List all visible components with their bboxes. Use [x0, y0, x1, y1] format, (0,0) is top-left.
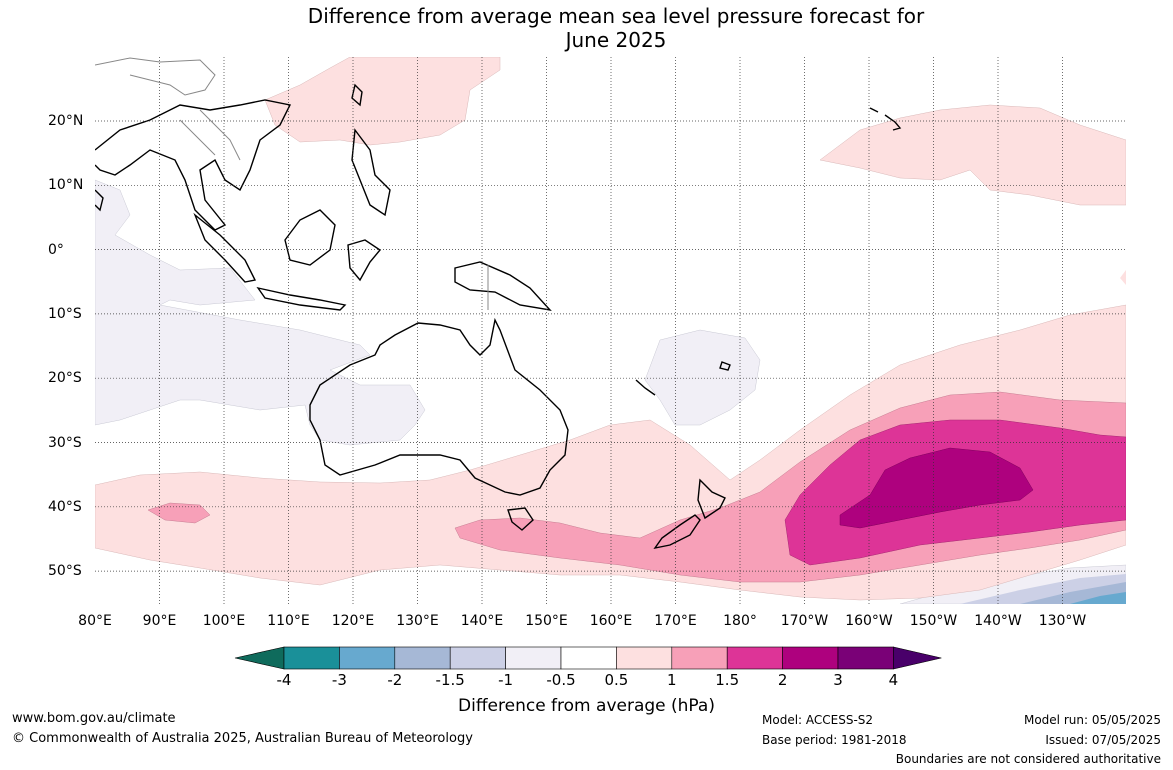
colorbar-tick-label: 2 — [777, 671, 788, 689]
colorbar-tick-label: 0.5 — [604, 671, 629, 689]
longitude-label: 140°E — [460, 613, 504, 629]
anomaly-region-west-indian-negative — [95, 179, 426, 446]
footer-model-run: Model run: 05/05/2025 — [1023, 713, 1161, 727]
colorbar-tick-label: -1 — [498, 671, 514, 689]
colorbar-segment — [782, 646, 839, 670]
longitude-label: 150°W — [909, 613, 958, 629]
new-zealand-north-coast — [697, 478, 726, 520]
latitude-label: 10°N — [48, 177, 84, 194]
anomaly-region-fiji-negative — [644, 329, 761, 426]
map-plot-area — [95, 57, 1126, 604]
longitude-label: 180° — [723, 613, 757, 629]
colorbar-segment — [726, 646, 783, 670]
southeast-asia-coast — [95, 99, 292, 231]
latitude-label: 50°S — [48, 563, 82, 580]
colorbar-tick-label: -2 — [387, 671, 403, 689]
hawaii-coast — [869, 107, 902, 131]
new-caledonia-coast — [635, 379, 656, 396]
country-borders — [95, 57, 489, 310]
new-zealand-south-coast — [653, 514, 701, 550]
longitude-label: 130°W — [1038, 613, 1087, 629]
map-title: Difference from average mean sea level p… — [0, 4, 1173, 52]
sulawesi-coast — [347, 239, 382, 282]
colorbar-tick-label: 4 — [888, 671, 899, 689]
tasmania-coast — [507, 507, 534, 531]
fiji-coast — [719, 361, 731, 371]
longitude-label: 160°W — [845, 613, 893, 629]
latitude-label: 40°S — [48, 498, 82, 515]
latitude-label: 10°S — [48, 305, 82, 322]
australia-coast — [309, 317, 569, 496]
anomaly-region-south-china-sea-positive — [264, 57, 501, 146]
colorbar-title: Difference from average (hPa) — [458, 696, 715, 716]
latitude-label: 0° — [48, 241, 64, 258]
anomaly-region-pacific-core-positive — [839, 447, 1034, 529]
colorbar-segment — [837, 646, 894, 670]
colorbar-segment — [505, 646, 562, 670]
title-line-1: Difference from average mean sea level p… — [307, 4, 925, 28]
longitude-label: 170°W — [780, 613, 829, 629]
java-coast — [256, 286, 347, 311]
longitude-label: 160°E — [589, 613, 633, 629]
colorbar-tick-label: 1 — [667, 671, 677, 689]
colorbar-extend-low — [234, 646, 285, 670]
new-guinea-coast — [454, 261, 552, 312]
longitude-label: 170°E — [654, 613, 697, 629]
colorbar-tick-label: -3 — [331, 671, 347, 689]
footer-base-period: Base period: 1981-2018 — [762, 733, 907, 747]
borneo-coast — [284, 209, 336, 266]
anomaly-region-east-edge-positive — [1120, 270, 1126, 285]
anomaly-region-southeast-negative-4 — [1070, 592, 1126, 604]
title-line-2: June 2025 — [565, 28, 667, 52]
colorbar-extend-high — [893, 646, 942, 670]
colorbar-tick-label: -4 — [276, 671, 292, 689]
footer-url: www.bom.gov.au/climate — [12, 711, 176, 726]
sri-lanka-coast — [95, 189, 104, 212]
footer-issued: Issued: 07/05/2025 — [1045, 733, 1161, 747]
colorbar-segment — [394, 646, 451, 670]
philippines-coast — [351, 128, 391, 217]
footer-disclaimer: Boundaries are not considered authoritat… — [895, 752, 1161, 766]
longitude-label: 140°W — [974, 613, 1022, 629]
colorbar-tick-label: -1.5 — [435, 671, 465, 689]
longitude-label: 120°E — [331, 613, 375, 629]
colorbar-segment — [560, 646, 617, 670]
longitude-label: 130°E — [396, 613, 439, 629]
longitude-label: 110°E — [267, 613, 310, 629]
colorbar — [234, 646, 942, 670]
colorbar-tick-label: -0.5 — [546, 671, 576, 689]
longitude-label: 90°E — [142, 613, 177, 629]
latitude-label: 30°S — [48, 434, 82, 451]
anomaly-region-indian-small-positive — [147, 502, 211, 524]
coastlines — [95, 83, 902, 550]
footer-copyright: © Commonwealth of Australia 2025, Austra… — [12, 731, 473, 746]
latitude-label: 20°N — [48, 113, 84, 129]
colorbar-segment — [283, 646, 340, 670]
colorbar-segment — [616, 646, 673, 670]
colorbar-tick-label: 1.5 — [715, 671, 740, 689]
graticule — [95, 57, 1126, 604]
colorbar-segment — [339, 646, 396, 670]
colorbar-segment — [449, 646, 506, 670]
colorbar-segment — [671, 646, 728, 670]
colorbar-tick-label: 3 — [833, 671, 843, 689]
longitude-label: 80°E — [78, 613, 112, 629]
anomaly-region-north-pacific-positive — [819, 104, 1126, 206]
longitude-label: 100°E — [202, 613, 246, 629]
longitude-label: 150°E — [525, 613, 568, 629]
latitude-label: 20°S — [48, 370, 82, 387]
footer-model: Model: ACCESS-S2 — [762, 713, 874, 727]
sumatra-coast — [193, 212, 257, 283]
